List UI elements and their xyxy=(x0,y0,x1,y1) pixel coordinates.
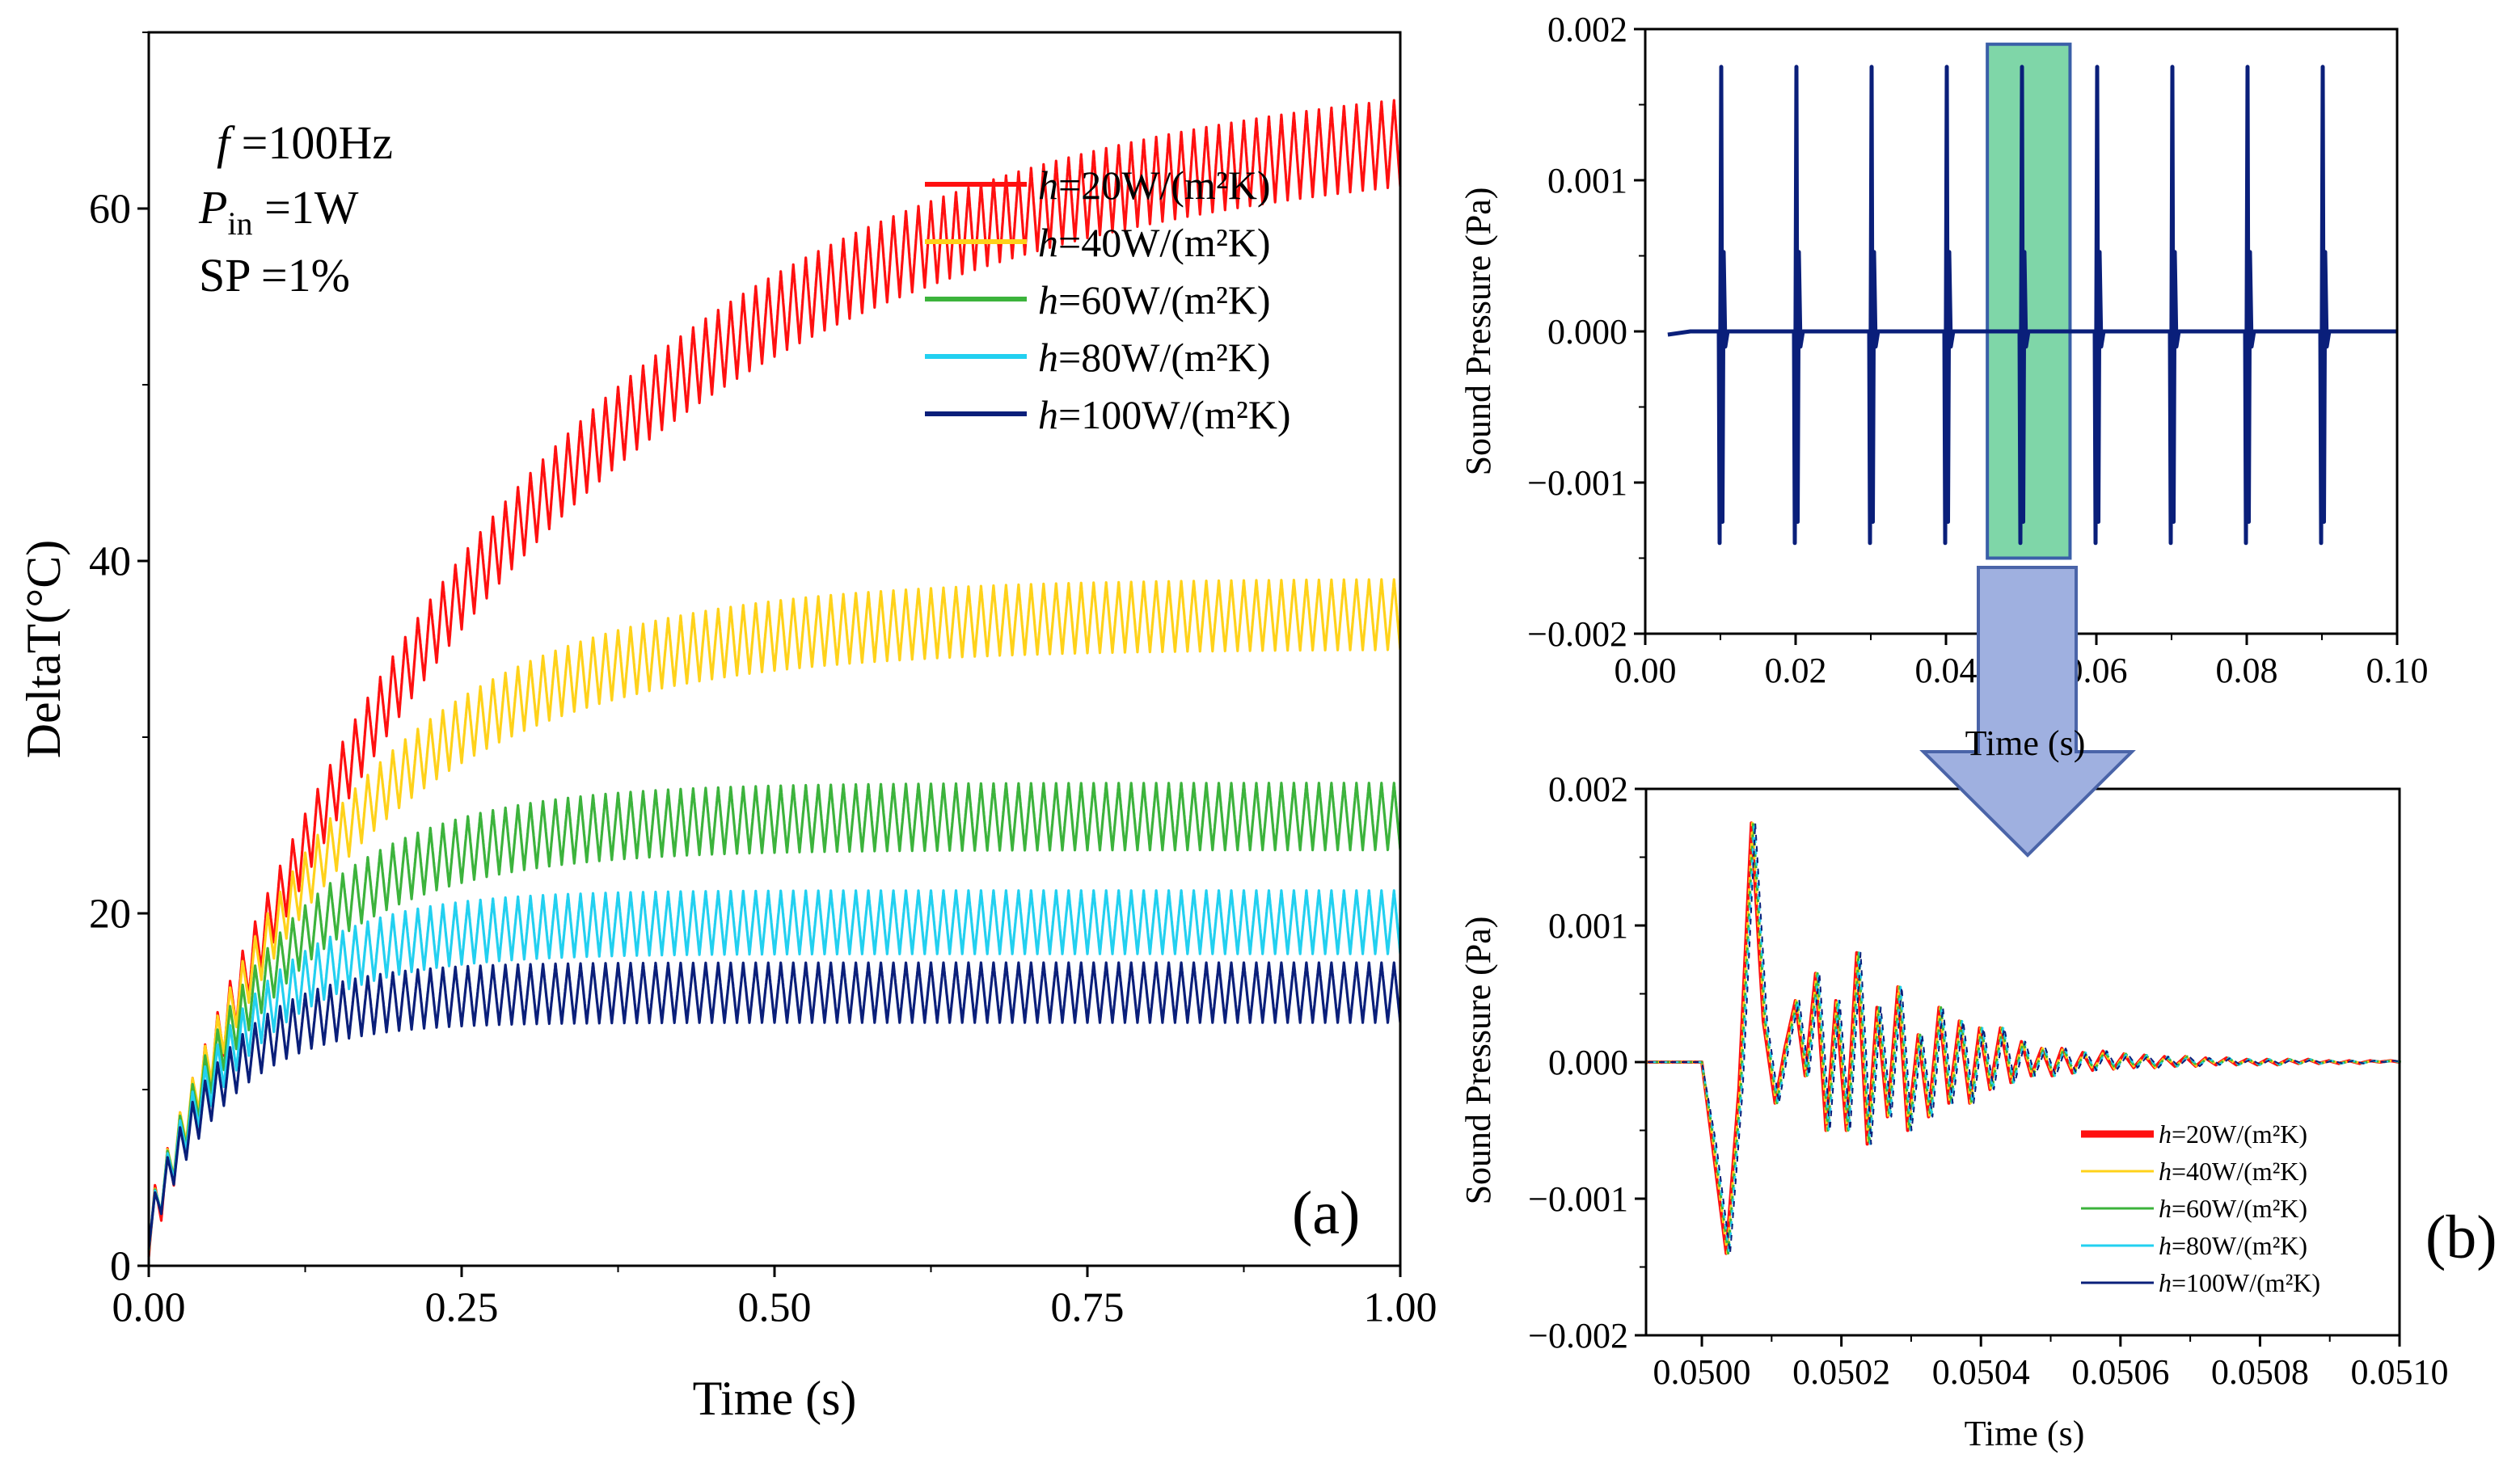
panel-b-bottom-y-tick-label: −0.001 xyxy=(1528,1179,1628,1219)
panel-a-legend-value: =60W/(m²K) xyxy=(1058,277,1271,323)
panel-a-series-line-3 xyxy=(147,889,1402,1250)
panel-b-top-series-group xyxy=(1667,65,2397,546)
zoom-arrow xyxy=(1919,566,2136,858)
panel-a-legend-value: =20W/(m²K) xyxy=(1058,162,1271,208)
panel-b-bottom-legend-label-3: h=80W/(m²K) xyxy=(2159,1231,2307,1260)
panel-b-bottom-legend-value: =20W/(m²K) xyxy=(2172,1119,2307,1149)
panel-a-series-line-1 xyxy=(147,578,1402,1252)
panel-b-bottom-series-group xyxy=(1646,821,2404,1255)
panel-a-label: (a) xyxy=(1292,1179,1360,1247)
panel-b-bottom-x-tick-label: 0.0510 xyxy=(2351,1352,2449,1392)
panel-b-bottom-legend-label-0: h=20W/(m²K) xyxy=(2159,1119,2307,1149)
panel-b-label: (b) xyxy=(2425,1204,2497,1271)
panel-a-y-tick-label: 60 xyxy=(89,187,131,233)
panel-b-top-x-axis-label: Time (s) xyxy=(1965,723,2086,763)
panel-a-ticks: 0.00 0.25 0.50 0.75 1.00 0 20 40 60 xyxy=(89,32,1437,1331)
panel-a-y-tick-label: 0 xyxy=(110,1244,131,1290)
panel-b-bottom-y-tick-label: 0.001 xyxy=(1548,906,1628,946)
panel-b-top-x-tick-label: 0.00 xyxy=(1615,651,1677,690)
panel-a-legend-symbol: h xyxy=(1038,220,1058,265)
panel-b-bottom-x-tick-label: 0.0508 xyxy=(2211,1352,2309,1392)
panel-a-legend-label-4: h=100W/(m²K) xyxy=(1038,392,1291,437)
panel-b-bottom-x-tick-label: 0.0500 xyxy=(1653,1352,1751,1392)
panel-a-series-line-4 xyxy=(147,961,1402,1249)
panel-b-bottom-y-axis-label: Sound Pressure (Pa) xyxy=(1458,917,1498,1205)
panel-b-bottom-legend-symbol: h xyxy=(2159,1268,2172,1297)
panel-a-legend-symbol: h xyxy=(1038,277,1058,323)
panel-a-series-group xyxy=(147,99,1402,1258)
panel-b-bottom-legend-value: =60W/(m²K) xyxy=(2172,1194,2307,1223)
panel-b-bottom-x-axis-label: Time (s) xyxy=(1965,1414,2085,1453)
panel-a-legend-symbol: h xyxy=(1038,162,1058,208)
panel-b-bottom-series-line-0 xyxy=(1646,821,2400,1255)
panel-a-legend: h=20W/(m²K)h=40W/(m²K)h=60W/(m²K)h=80W/(… xyxy=(925,162,1291,437)
panel-a-legend-label-2: h=60W/(m²K) xyxy=(1038,277,1271,323)
panel-b-bottom-legend: h=20W/(m²K)h=40W/(m²K)h=60W/(m²K)h=80W/(… xyxy=(2081,1119,2320,1297)
panel-b-bottom-chart: 0.0500 0.0502 0.0504 0.0506 0.0508 0.0510 −0.0… xyxy=(1458,769,2497,1453)
panel-b-top-y-tick-label: −0.001 xyxy=(1527,463,1627,503)
panel-b-top-y-tick-label: −0.002 xyxy=(1527,614,1627,654)
panel-a-x-tick-label: 0.25 xyxy=(425,1285,499,1331)
panel-b-bottom-legend-symbol: h xyxy=(2159,1194,2172,1223)
panel-b-bottom-y-tick-label: 0.000 xyxy=(1548,1043,1628,1082)
panel-b-top-x-tick-label: 0.08 xyxy=(2216,651,2278,690)
panel-a-legend-value: =40W/(m²K) xyxy=(1058,220,1271,265)
panel-b-bottom-legend-label-4: h=100W/(m²K) xyxy=(2159,1268,2320,1297)
panel-b-bottom-legend-value: =80W/(m²K) xyxy=(2172,1231,2307,1260)
panel-b-bottom-legend-symbol: h xyxy=(2159,1157,2172,1186)
panel-b-bottom-y-tick-label: 0.002 xyxy=(1548,769,1628,809)
panel-a-annotation-sp: SP =1% xyxy=(199,249,350,301)
panel-b-top-y-tick-label: 0.000 xyxy=(1547,312,1627,352)
panel-a-x-tick-label: 0.00 xyxy=(112,1285,186,1331)
panel-a-x-axis-label: Time (s) xyxy=(693,1372,857,1425)
panel-a-series-line-2 xyxy=(147,782,1402,1251)
panel-b-bottom-legend-label-1: h=40W/(m²K) xyxy=(2159,1157,2307,1186)
panel-b-bottom-legend-value: =40W/(m²K) xyxy=(2172,1157,2307,1186)
panel-b-bottom-legend-value: =100W/(m²K) xyxy=(2172,1268,2320,1297)
panel-b-bottom-legend-symbol: h xyxy=(2159,1231,2172,1260)
panel-a-annotation-f: f =100Hz xyxy=(217,116,393,169)
panel-a-legend-value: =80W/(m²K) xyxy=(1058,335,1271,380)
panel-a-chart: 0.00 0.25 0.50 0.75 1.00 0 20 40 60 f =100Hz Pin… xyxy=(17,31,1437,1425)
panel-b-bottom-series-line-4 xyxy=(1646,822,2404,1254)
panel-a-series-line-0 xyxy=(147,99,1402,1258)
panel-a-legend-symbol: h xyxy=(1038,392,1058,437)
panel-b-top-y-tick-label: 0.001 xyxy=(1547,161,1627,200)
panel-b-bottom-y-tick-label: −0.002 xyxy=(1528,1316,1628,1355)
panel-a-legend-symbol: h xyxy=(1038,335,1058,380)
panel-b-top-ticks: 0.00 0.02 0.04 0.06 0.08 0.10−0.002−0.0010.00… xyxy=(1527,10,2428,690)
panel-a-y-axis-label: DeltaT(°C) xyxy=(17,540,70,759)
panel-b-top-y-tick-label: 0.002 xyxy=(1547,10,1627,49)
panel-a-y-tick-label: 20 xyxy=(89,892,131,938)
panel-b-top-x-tick-label: 0.02 xyxy=(1765,651,1827,690)
panel-a-legend-label-0: h=20W/(m²K) xyxy=(1038,162,1271,208)
panel-b-top-x-tick-label: 0.10 xyxy=(2366,651,2429,690)
panel-b-top-y-axis-label: Sound Pressure (Pa) xyxy=(1458,188,1498,476)
panel-b-bottom-legend-symbol: h xyxy=(2159,1119,2172,1149)
panel-a-legend-value: =100W/(m²K) xyxy=(1058,392,1291,437)
panel-b-top-x-tick-label: 0.04 xyxy=(1915,651,1978,690)
panel-b-bottom-x-tick-label: 0.0504 xyxy=(1932,1352,2030,1392)
panel-a-annotation-pin: Pin =1W xyxy=(198,181,359,242)
panel-a-x-tick-label: 0.75 xyxy=(1051,1285,1125,1331)
panel-b-bottom-x-tick-label: 0.0506 xyxy=(2071,1352,2169,1392)
panel-a-legend-label-1: h=40W/(m²K) xyxy=(1038,220,1271,265)
panel-a-x-tick-label: 0.50 xyxy=(738,1285,812,1331)
panel-b-bottom-ticks: 0.0500 0.0502 0.0504 0.0506 0.0508 0.0510 −0.0… xyxy=(1528,769,2448,1392)
panel-a-y-tick-label: 40 xyxy=(89,539,131,585)
panel-b-bottom-x-tick-label: 0.0502 xyxy=(1792,1352,1890,1392)
highlight-window xyxy=(1986,42,2072,560)
panel-b-bottom-legend-label-2: h=60W/(m²K) xyxy=(2159,1194,2307,1223)
panel-b-top-pulse-train xyxy=(1667,65,2397,546)
panel-a-legend-label-3: h=80W/(m²K) xyxy=(1038,335,1271,380)
panel-a-x-tick-label: 1.00 xyxy=(1364,1285,1437,1331)
